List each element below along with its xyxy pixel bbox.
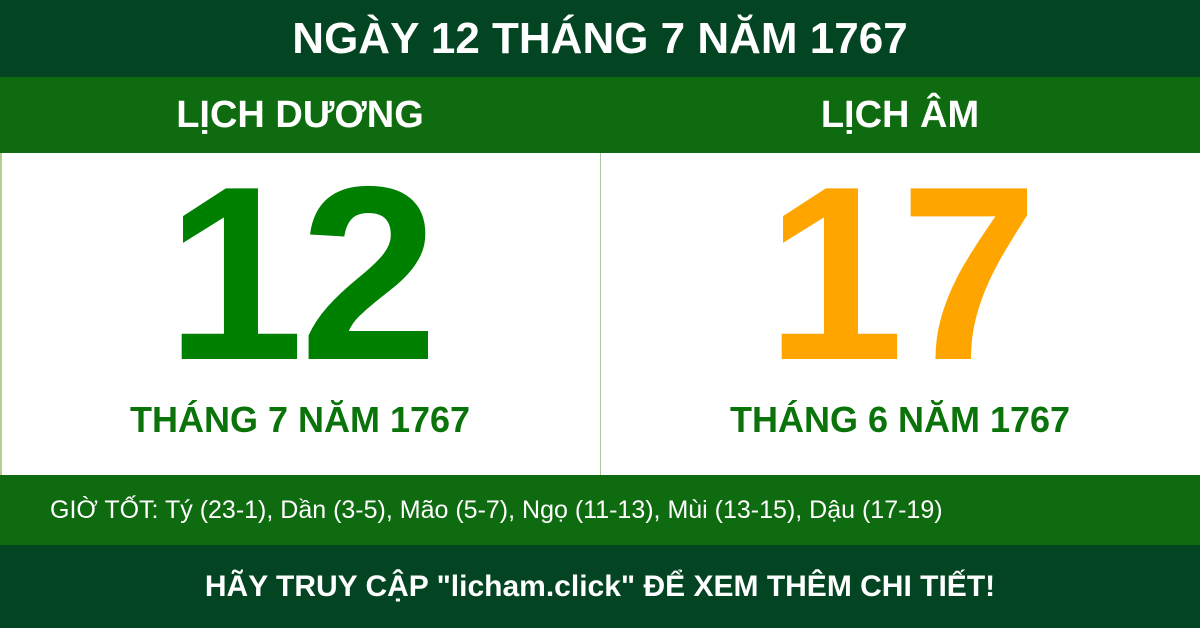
page-title: NGÀY 12 THÁNG 7 NĂM 1767	[0, 0, 1200, 77]
solar-column: 12 THÁNG 7 NĂM 1767	[0, 134, 600, 475]
column-divider	[600, 153, 601, 475]
lunar-column: 17 THÁNG 6 NĂM 1767	[600, 134, 1200, 475]
lunar-day: 17	[766, 134, 1038, 412]
lunar-calendar-label: LỊCH ÂM	[820, 93, 980, 136]
edge-line	[0, 153, 2, 475]
column-headers: LỊCH DƯƠNG LỊCH ÂM	[0, 77, 1200, 153]
solar-calendar-label: LỊCH DƯƠNG	[176, 93, 424, 136]
lunar-month-year: THÁNG 6 NĂM 1767	[729, 399, 1071, 440]
solar-day: 12	[166, 134, 438, 412]
good-hours: GIỜ TỐT: Tý (23-1), Dần (3-5), Mão (5-7)…	[0, 475, 1200, 545]
calendar-body: 12 THÁNG 7 NĂM 1767 17 THÁNG 6 NĂM 1767	[0, 134, 1200, 475]
solar-month-year: THÁNG 7 NĂM 1767	[129, 399, 471, 440]
footer-cta: HÃY TRUY CẬP "licham.click" ĐỂ XEM THÊM …	[0, 545, 1200, 628]
